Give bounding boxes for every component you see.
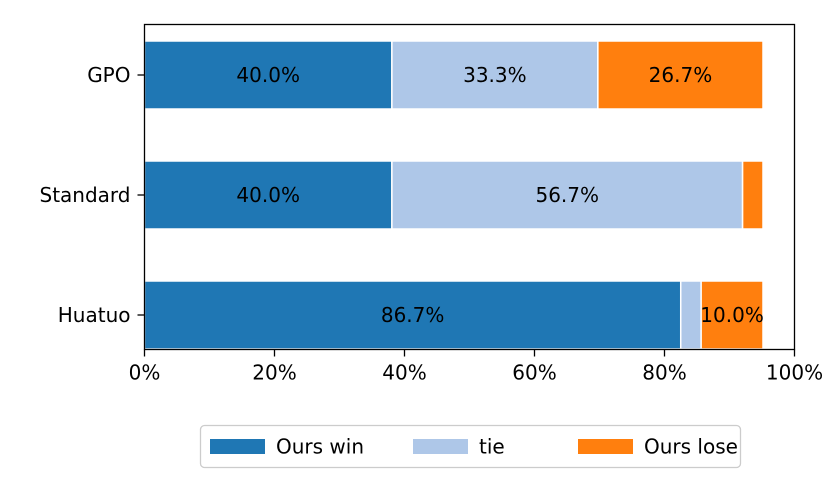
legend-frame bbox=[199, 424, 742, 469]
bar-tie-gpo bbox=[391, 40, 599, 110]
x-tick-label: 80% bbox=[642, 361, 686, 385]
legend-swatch-ours-win bbox=[210, 439, 265, 454]
bar-ours-win-standard bbox=[143, 160, 393, 230]
y-axis: GPO Standard Huatuo bbox=[40, 63, 145, 327]
bar-value-label: 33.3% bbox=[463, 63, 527, 87]
bar-ours-lose-standard bbox=[741, 160, 764, 230]
x-tick-label: 40% bbox=[382, 361, 426, 385]
y-tick-label: Huatuo bbox=[58, 303, 131, 327]
legend-label: Ours win bbox=[276, 435, 364, 459]
bar-tie-huatuo bbox=[679, 280, 702, 350]
x-axis: 0% 20% 40% 60% 80% 100% bbox=[129, 349, 822, 385]
x-tick-label: 0% bbox=[129, 361, 161, 385]
plot-frame bbox=[143, 23, 796, 351]
bar-ours-lose-huatuo bbox=[700, 280, 764, 350]
bar-ours-win-gpo bbox=[143, 40, 393, 110]
bar-labels-group: 40.0% 33.3% 26.7% 40.0% 56.7% 86.7% 10.0% bbox=[236, 63, 763, 327]
legend-label: Ours lose bbox=[644, 435, 738, 459]
bar-value-label: 40.0% bbox=[236, 63, 300, 87]
bar-value-label: 86.7% bbox=[381, 303, 445, 327]
y-tick-label: GPO bbox=[87, 63, 130, 87]
bar-value-label: 10.0% bbox=[700, 303, 764, 327]
bar-value-label: 40.0% bbox=[236, 183, 300, 207]
x-tick-label: 100% bbox=[766, 361, 822, 385]
bar-value-label: 56.7% bbox=[535, 183, 599, 207]
bar-value-label: 26.7% bbox=[649, 63, 713, 87]
bar-ours-lose-gpo bbox=[597, 40, 764, 110]
legend: Ours win tie Ours lose bbox=[199, 424, 742, 469]
legend-swatch-tie bbox=[413, 439, 468, 454]
bars-group bbox=[143, 40, 764, 350]
x-tick-label: 20% bbox=[252, 361, 296, 385]
legend-label: tie bbox=[479, 435, 505, 459]
x-tick-label: 60% bbox=[512, 361, 556, 385]
bar-tie-standard bbox=[391, 160, 744, 230]
y-tick-label: Standard bbox=[40, 183, 131, 207]
legend-swatch-ours-lose bbox=[578, 439, 633, 454]
